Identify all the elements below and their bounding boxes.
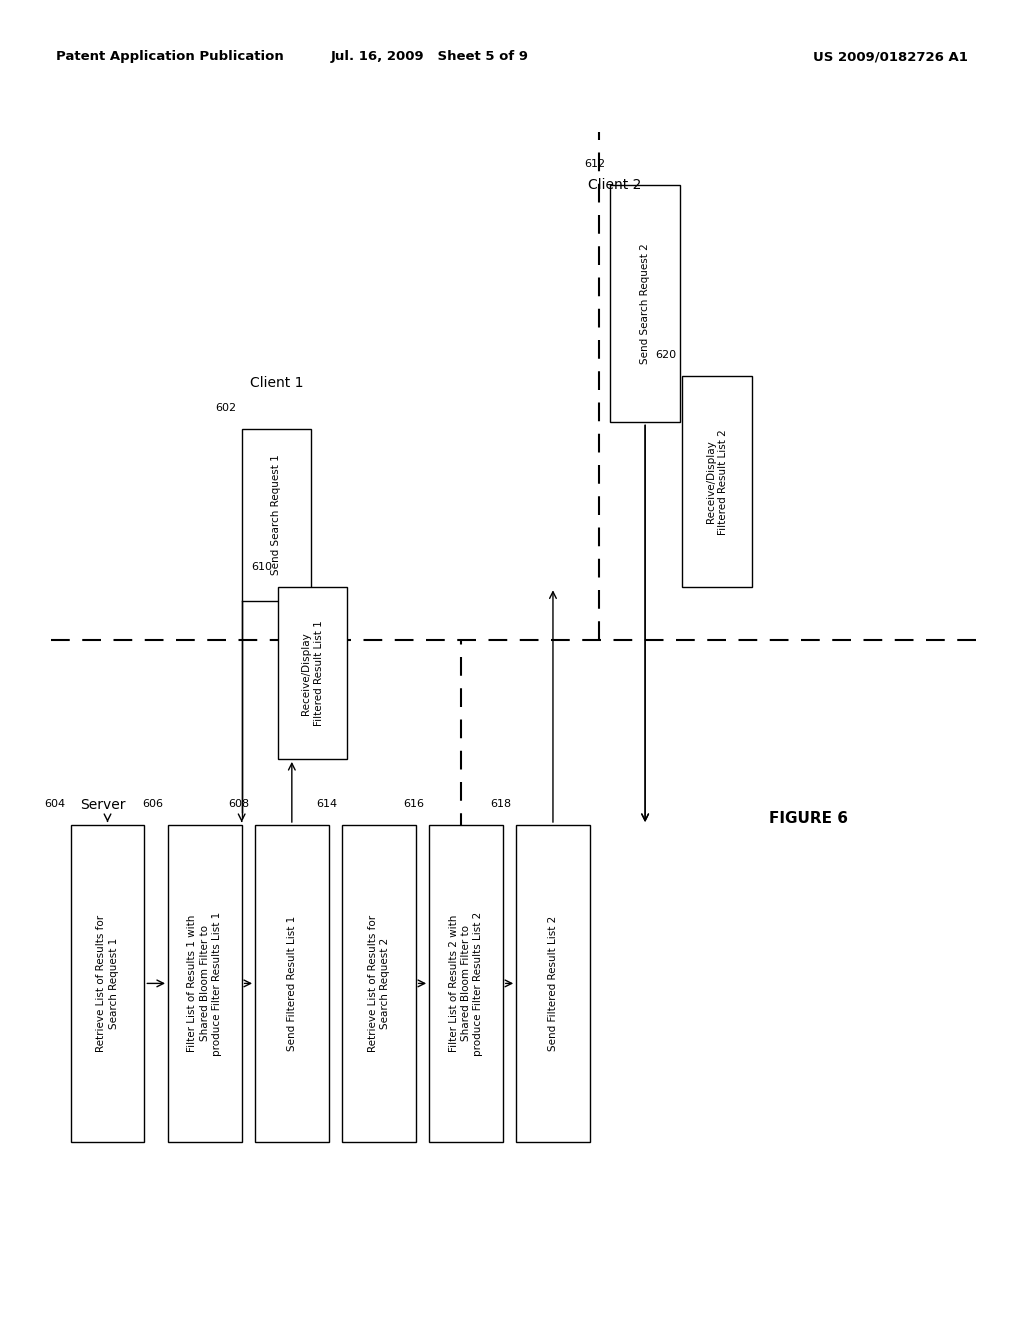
Text: 614: 614 [315,799,337,809]
Text: 616: 616 [402,799,424,809]
Text: Retrieve List of Results for
Search Request 1: Retrieve List of Results for Search Requ… [96,915,119,1052]
Bar [610,185,680,422]
Text: Retrieve List of Results for
Search Request 2: Retrieve List of Results for Search Requ… [368,915,390,1052]
Bar [278,587,347,759]
Text: Send Filtered Result List 2: Send Filtered Result List 2 [548,916,558,1051]
Text: Patent Application Publication: Patent Application Publication [56,50,284,63]
Text: Server: Server [80,799,125,812]
Bar [682,376,752,587]
Text: Filter List of Results 2 with
Shared Bloom Filter to
produce Filter Results List: Filter List of Results 2 with Shared Blo… [449,911,483,1056]
Text: Filter List of Results 1 with
Shared Bloom Filter to
produce Filter Results List: Filter List of Results 1 with Shared Blo… [187,911,222,1056]
Text: Client 1: Client 1 [250,376,303,389]
Text: 612: 612 [584,158,605,169]
Bar [71,825,144,1142]
Text: 602: 602 [215,403,237,413]
Bar [429,825,503,1142]
Bar [255,825,329,1142]
Text: 604: 604 [44,799,66,809]
Text: Send Search Request 1: Send Search Request 1 [271,454,282,576]
Text: Receive/Display
Filtered Result List 1: Receive/Display Filtered Result List 1 [301,620,324,726]
Text: Receive/Display
Filtered Result List 2: Receive/Display Filtered Result List 2 [706,429,728,535]
Bar [342,825,416,1142]
Text: 618: 618 [489,799,511,809]
Text: US 2009/0182726 A1: US 2009/0182726 A1 [813,50,968,63]
Text: Client 2: Client 2 [588,178,641,191]
Bar [242,429,311,601]
Bar [168,825,242,1142]
Text: Send Search Request 2: Send Search Request 2 [640,243,650,364]
Text: 610: 610 [251,561,272,572]
Text: 608: 608 [228,799,250,809]
Text: Jul. 16, 2009   Sheet 5 of 9: Jul. 16, 2009 Sheet 5 of 9 [331,50,529,63]
Text: FIGURE 6: FIGURE 6 [769,810,849,826]
Text: 620: 620 [655,350,677,360]
Text: Send Filtered Result List 1: Send Filtered Result List 1 [287,916,297,1051]
Text: 606: 606 [141,799,163,809]
Bar [516,825,590,1142]
